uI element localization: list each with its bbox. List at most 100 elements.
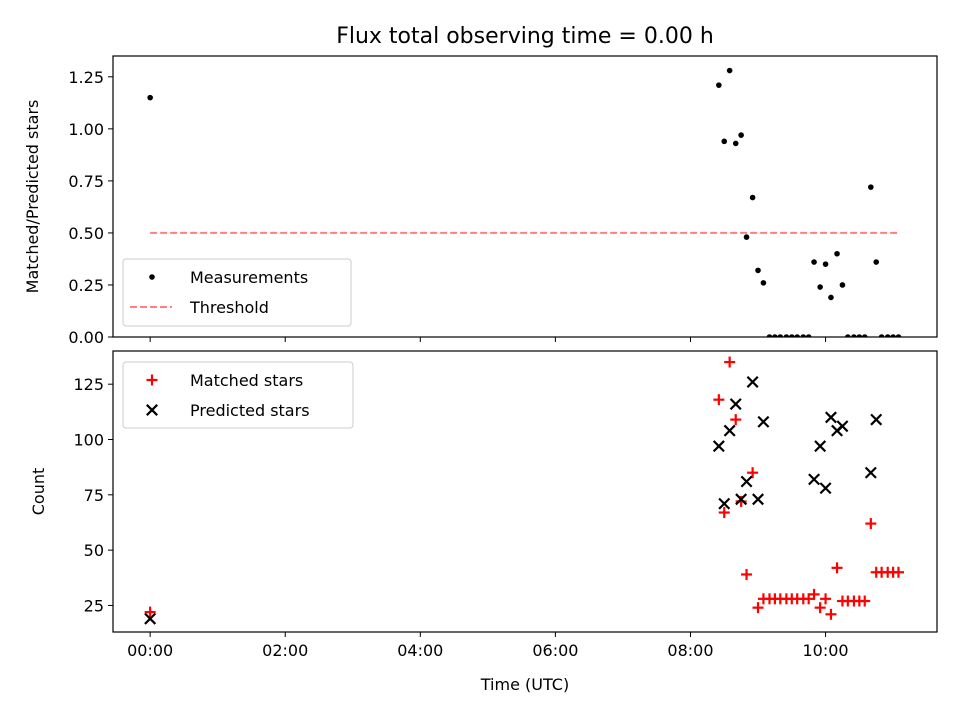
measurements-point xyxy=(851,334,857,337)
predicted-stars-point xyxy=(729,398,742,411)
y-tick-label: 0.50 xyxy=(68,224,104,243)
legend-label: Matched stars xyxy=(190,371,303,390)
predicted-stars-point xyxy=(718,497,731,510)
legend: Matched stars Predicted stars xyxy=(122,361,354,429)
legend-label: Predicted stars xyxy=(190,401,310,420)
y-tick-label: 100 xyxy=(73,431,104,450)
measurements-point xyxy=(828,294,834,301)
measurements-point xyxy=(755,267,761,274)
legend-entry-threshold: Threshold xyxy=(130,298,269,317)
measurements-point xyxy=(783,334,790,337)
axes-frame xyxy=(112,350,938,633)
y-tick-label: 25 xyxy=(84,596,104,615)
matched-stars-point xyxy=(741,568,753,580)
matched-stars-point xyxy=(752,602,764,614)
measurements-point xyxy=(721,138,728,145)
legend-box xyxy=(122,258,352,327)
predicted-stars-point xyxy=(814,440,827,453)
measurements-point xyxy=(884,334,891,337)
legend-label: Measurements xyxy=(190,268,308,287)
matched-stars-point xyxy=(859,595,871,607)
predicted-stars-point xyxy=(836,420,849,433)
y-tick-label: 1.00 xyxy=(68,120,104,139)
matched-stars-point xyxy=(718,507,730,519)
predicted-stars-point xyxy=(144,612,157,625)
predicted-stars-point xyxy=(824,411,837,424)
legend-entry-measurements: Measurements xyxy=(149,268,308,287)
matched-stars-point xyxy=(747,467,759,479)
measurements-point xyxy=(147,94,153,101)
matched-stars-point xyxy=(730,414,742,426)
measurements-point xyxy=(772,334,778,337)
legend-box xyxy=(122,361,354,429)
measurements-point xyxy=(822,261,829,267)
measurements-point xyxy=(873,259,880,265)
matched-stars-point xyxy=(808,588,820,600)
axes-frame xyxy=(112,55,938,338)
measurements-point xyxy=(861,334,868,337)
measurements-point xyxy=(845,334,851,337)
predicted-stars-point xyxy=(735,493,748,506)
predicted-stars-point xyxy=(740,475,753,488)
measurements-point xyxy=(743,234,750,240)
matched-stars-point xyxy=(820,593,832,605)
y-tick-label: 0.25 xyxy=(68,276,104,295)
y-tick-label: 75 xyxy=(84,486,104,505)
matched-stars-point xyxy=(825,608,837,620)
matched-stars-point xyxy=(713,394,725,406)
x-tick-label: 10:00 xyxy=(803,641,849,660)
y-tick-label: 50 xyxy=(84,541,104,560)
measurements-point xyxy=(788,334,795,337)
matched-stars-point xyxy=(865,518,877,530)
measurements-point xyxy=(839,282,846,288)
legend-swatch xyxy=(146,404,158,416)
legend-entry-predicted-stars: Predicted stars xyxy=(146,401,310,420)
y-axis-label: Count xyxy=(29,468,48,516)
measurements-point xyxy=(800,334,807,337)
measurements-point xyxy=(817,284,823,290)
x-tick-label: 06:00 xyxy=(532,641,578,660)
predicted-stars-point xyxy=(712,440,725,453)
measurements-point xyxy=(868,184,874,190)
legend-label: Threshold xyxy=(189,298,269,317)
measurements-point xyxy=(726,67,733,74)
measurements-point xyxy=(811,259,817,265)
bottom-panel-counts: 00:00 02:00 04:00 06:00 08:00 10:00 25 50 75 100 1… xyxy=(29,350,938,694)
x-tick-label: 04:00 xyxy=(397,641,443,660)
measurements-point xyxy=(749,194,756,201)
matched-stars-point xyxy=(893,566,905,578)
y-tick-label: 1.25 xyxy=(68,68,104,87)
matched-stars-point xyxy=(814,602,826,614)
y-tick-label: 0.00 xyxy=(68,328,104,347)
measurements-point xyxy=(895,334,902,337)
predicted-stars-point xyxy=(870,413,883,426)
x-tick-label: 08:00 xyxy=(667,641,713,660)
measurements-point xyxy=(716,82,722,88)
predicted-stars-point xyxy=(746,375,759,388)
measurements-point xyxy=(732,140,739,147)
matched-stars-point xyxy=(724,356,736,368)
measurements-point xyxy=(794,334,800,337)
predicted-stars-point xyxy=(808,473,821,486)
legend: Measurements Threshold xyxy=(122,258,352,327)
measurements-point xyxy=(777,334,784,337)
measurements-point xyxy=(834,250,840,257)
figure-title: Flux total observing time = 0.00 h xyxy=(336,24,714,49)
measurements-point xyxy=(760,280,767,286)
x-tick-label: 00:00 xyxy=(127,641,173,660)
measurements-point xyxy=(805,334,812,337)
measurements-point xyxy=(890,334,896,337)
plot-area xyxy=(144,356,905,625)
measurements-point xyxy=(878,334,885,337)
y-axis-label: Matched/Predicted stars xyxy=(23,100,42,294)
y-tick-label: 125 xyxy=(73,375,104,394)
legend-swatch xyxy=(146,374,158,386)
x-axis-label: Time (UTC) xyxy=(480,675,569,694)
legend-swatch xyxy=(149,274,155,280)
measurements-point xyxy=(856,334,863,337)
measurements-point xyxy=(766,334,773,337)
plot-area xyxy=(147,67,902,337)
measurements-point xyxy=(738,132,744,138)
